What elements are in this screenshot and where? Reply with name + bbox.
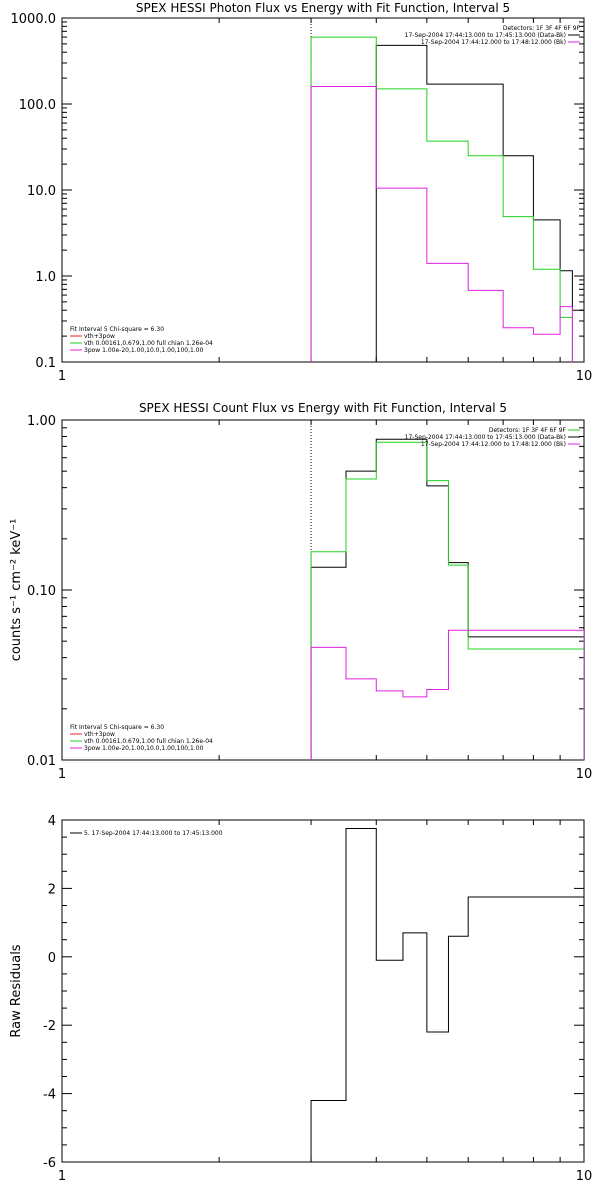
- y-tick-label: -6: [43, 1156, 56, 1171]
- y-tick-label: 100.0: [19, 98, 56, 113]
- x-tick-label: 10: [576, 1169, 593, 1184]
- legend-entry: 17-Sep-2004 17:44:12.000 to 17:48:12.000…: [421, 441, 566, 448]
- y-tick-label: 1.00: [27, 414, 56, 429]
- panel-3: 1 10 4 2 0 -2 -4 -6 Raw Residuals 5. 17-Sep-2004 …: [9, 814, 592, 1184]
- legend-entry: 17-Sep-2004 17:44:13.000 to 17:45:13.000…: [405, 32, 566, 39]
- y-tick-label: 10.0: [27, 184, 56, 199]
- y-axis-label: Raw Residuals: [9, 944, 24, 1037]
- panel-1-title: SPEX HESSI Photon Flux vs Energy with Fi…: [136, 1, 510, 15]
- series-group: [310, 438, 584, 760]
- legend-entry: vth 0.00161,0.679,1.00 full chian 1.26e-…: [84, 340, 213, 347]
- legend-entry: Fit Interval 5 Chi-square = 6.30: [70, 724, 164, 731]
- x-tick-label: 1: [58, 767, 66, 782]
- legend-entry: 17-Sep-2004 17:44:13.000 to 17:45:13.000…: [405, 434, 566, 441]
- y-axis-label: counts s⁻¹ cm⁻² keV⁻¹: [9, 519, 24, 662]
- series-group: [310, 828, 584, 1162]
- y-tick-label: 4: [48, 814, 56, 829]
- legend-entry: Detectors: 1F 3F 4F 6F 9F: [503, 25, 581, 32]
- fit-legend: Fit Interval 5 Chi-square = 6.30vth+3pow…: [70, 724, 213, 752]
- series-1-histogram: [310, 438, 584, 760]
- series-1-histogram: [310, 828, 584, 1162]
- y-tick-label: -4: [43, 1088, 56, 1103]
- x-axis: 1 10: [58, 18, 592, 384]
- legend-entry: 3pow 1.00e-20,1.00,10.0,1.00,100,1.00: [84, 347, 204, 354]
- series-group: [310, 36, 584, 362]
- legend-entry: 3pow 1.00e-20,1.00,10.0,1.00,100,1.00: [84, 745, 204, 752]
- legend: 5. 17-Sep-2004 17:44:13.000 to 17:45:13.…: [70, 830, 223, 837]
- y-tick-label: 2: [48, 882, 56, 897]
- y-tick-label: 0: [48, 951, 56, 966]
- x-axis: 1 10: [58, 420, 592, 782]
- panel-2-title: SPEX HESSI Count Flux vs Energy with Fit…: [139, 401, 507, 415]
- legend-entry: 5. 17-Sep-2004 17:44:13.000 to 17:45:13.…: [84, 830, 223, 837]
- legend-entry: vth+3pow: [84, 333, 115, 340]
- x-tick-label: 10: [576, 767, 593, 782]
- series-3-histogram: [310, 85, 573, 362]
- y-tick-label: 1000.0: [11, 12, 57, 27]
- panel-1: SPEX HESSI Photon Flux vs Energy with Fi…: [11, 1, 593, 384]
- series-2-histogram: [310, 36, 573, 362]
- y-axis: 1000.0 100.0 10.0 1.0 0.1: [11, 12, 584, 371]
- series-1-histogram: [375, 44, 584, 362]
- y-axis: 1.00 0.10 0.01: [27, 414, 584, 769]
- y-tick-label: 0.10: [27, 584, 56, 599]
- y-tick-label: -2: [43, 1019, 56, 1034]
- legend-entry: vth+3pow: [84, 731, 115, 738]
- plot-frame: [61, 819, 585, 1163]
- panel-2: SPEX HESSI Count Flux vs Energy with Fit…: [9, 401, 592, 782]
- x-axis: 1 10: [58, 820, 592, 1184]
- y-tick-label: 0.1: [35, 356, 56, 371]
- legend-entry: 17-Sep-2004 17:44:12.000 to 17:48:12.000…: [421, 39, 566, 46]
- y-tick-label: 1.0: [35, 270, 56, 285]
- y-tick-label: 0.01: [27, 754, 56, 769]
- x-tick-label: 10: [576, 369, 593, 384]
- x-tick-label: 1: [58, 369, 66, 384]
- series-3-histogram: [310, 629, 584, 760]
- plot-frame: [61, 17, 585, 363]
- x-tick-label: 1: [58, 1169, 66, 1184]
- plot-frame: [61, 419, 585, 761]
- legend-entry: Fit Interval 5 Chi-square = 6.30: [70, 326, 164, 333]
- fit-legend: Fit Interval 5 Chi-square = 6.30vth+3pow…: [70, 326, 213, 354]
- legend-entry: vth 0.00161,0.679,1.00 full chian 1.26e-…: [84, 738, 213, 745]
- y-axis: 4 2 0 -2 -4 -6: [43, 814, 584, 1171]
- series-2-histogram: [310, 441, 584, 760]
- legend-entry: Detectors: 1F 3F 4F 6F 9F: [489, 427, 567, 434]
